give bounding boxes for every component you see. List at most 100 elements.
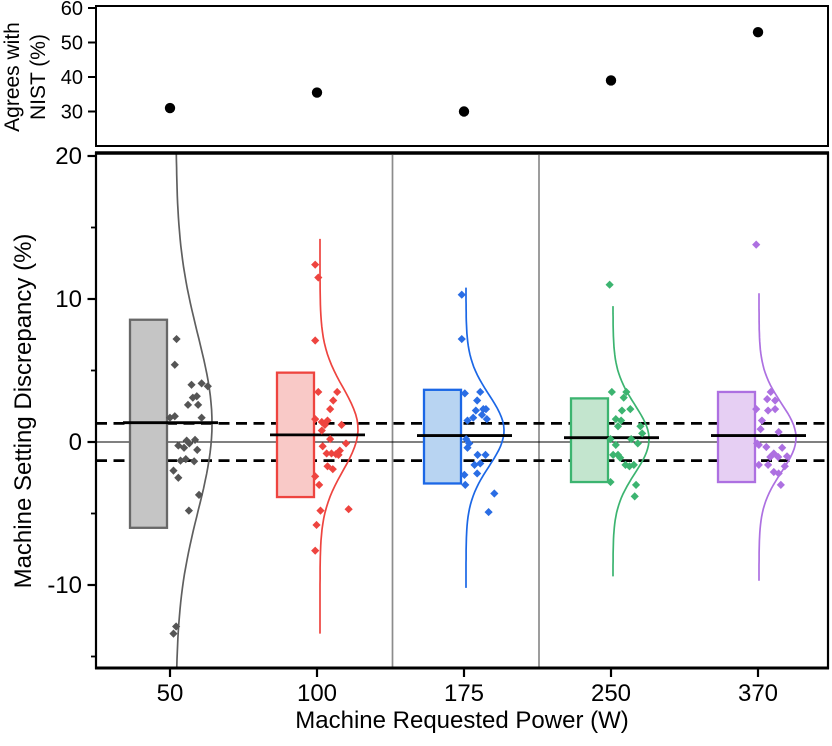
jitter-point-50 <box>190 457 199 466</box>
jitter-point-175 <box>463 416 472 425</box>
jitter-point-50 <box>172 622 181 631</box>
jitter-point-50 <box>172 334 181 344</box>
jitter-point-370 <box>757 416 767 425</box>
x-axis-label: Machine Requested Power (W) <box>295 707 629 734</box>
jitter-point-50 <box>165 413 175 422</box>
x-tick-label: 250 <box>591 680 631 707</box>
nist-point-175 <box>458 106 470 117</box>
box-bar-370 <box>716 390 757 484</box>
jitter-point-370 <box>756 425 765 434</box>
jitter-point-175 <box>469 413 478 422</box>
bottom-y-tick-label: 20 <box>55 143 82 170</box>
jitter-point-50 <box>169 466 178 475</box>
jitter-point-175 <box>463 443 472 452</box>
jitter-point-100 <box>334 450 343 459</box>
jitter-point-100 <box>315 480 324 489</box>
jitter-point-250 <box>607 387 616 397</box>
box-bar-250 <box>569 397 610 484</box>
jitter-point-250 <box>621 460 630 469</box>
jitter-point-50 <box>190 435 200 444</box>
jitter-point-250 <box>616 453 625 462</box>
nist-point-250 <box>605 75 617 86</box>
jitter-point-370 <box>754 460 763 469</box>
jitter-point-370 <box>771 405 780 414</box>
jitter-point-175 <box>471 406 480 415</box>
top-panel-frame <box>95 5 829 147</box>
jitter-point-370 <box>778 443 787 452</box>
jitter-point-100 <box>311 260 320 269</box>
jitter-point-100 <box>344 505 353 514</box>
violin-curve-50 <box>175 153 213 667</box>
jitter-point-250 <box>631 480 641 489</box>
jitter-point-175 <box>461 480 470 489</box>
jitter-point-175 <box>457 290 466 299</box>
jitter-point-370 <box>774 427 783 437</box>
violin-curve-370 <box>758 293 797 581</box>
top-y-tick-label: 60 <box>61 0 83 20</box>
jitter-point-370 <box>766 452 775 462</box>
jitter-point-250 <box>622 387 631 397</box>
jitter-point-50 <box>181 455 190 464</box>
jitter-point-370 <box>774 469 783 478</box>
jitter-point-370 <box>762 442 771 452</box>
jitter-point-50 <box>194 400 203 409</box>
jitter-point-50 <box>170 360 179 369</box>
jitter-point-175 <box>462 435 471 444</box>
jitter-point-175 <box>476 459 485 468</box>
jitter-point-250 <box>606 477 615 487</box>
jitter-point-175 <box>482 415 491 424</box>
jitter-point-175 <box>473 469 482 478</box>
jitter-point-250 <box>636 422 645 431</box>
jitter-point-50 <box>194 490 204 500</box>
jitter-point-175 <box>473 396 482 405</box>
jitter-point-370 <box>766 387 775 397</box>
jitter-point-175 <box>481 405 491 414</box>
jitter-point-250 <box>627 435 636 444</box>
nist-point-100 <box>311 87 323 98</box>
jitter-point-175 <box>481 450 490 459</box>
jitter-point-175 <box>473 450 482 459</box>
jitter-point-370 <box>769 467 778 477</box>
jitter-point-100 <box>333 387 342 397</box>
jitter-point-50 <box>203 382 212 391</box>
jitter-point-370 <box>774 452 783 462</box>
nist-point-50 <box>164 102 176 114</box>
jitter-point-250 <box>611 440 620 449</box>
jitter-point-50 <box>176 456 185 465</box>
jitter-point-100 <box>337 420 346 429</box>
jitter-point-175 <box>460 470 469 479</box>
jitter-point-100 <box>314 273 323 282</box>
jitter-point-370 <box>782 452 792 461</box>
jitter-point-250 <box>609 450 618 459</box>
jitter-point-175 <box>477 410 487 419</box>
jitter-point-250 <box>605 280 614 289</box>
jitter-point-100 <box>341 439 351 448</box>
top-y-tick-label: 40 <box>61 67 83 89</box>
top-y-tick-label: 30 <box>61 102 83 124</box>
jitter-point-100 <box>312 520 321 530</box>
jitter-point-100 <box>322 449 331 458</box>
jitter-point-370 <box>776 480 785 489</box>
jitter-point-175 <box>476 387 485 397</box>
bottom-y-tick-label: -10 <box>47 572 82 599</box>
jitter-point-50 <box>185 439 194 448</box>
jitter-point-250 <box>616 416 626 425</box>
jitter-point-175 <box>470 460 479 469</box>
jitter-point-370 <box>771 396 780 405</box>
jitter-point-250 <box>606 435 615 444</box>
x-tick-label: 50 <box>157 680 184 707</box>
jitter-point-100 <box>317 426 326 435</box>
jitter-point-250 <box>613 422 623 431</box>
jitter-point-250 <box>626 405 635 414</box>
jitter-point-250 <box>638 429 647 438</box>
jitter-point-370 <box>754 440 763 449</box>
bottom-y-tick-label: 10 <box>55 286 82 313</box>
top-y-tick-label: 50 <box>61 33 83 55</box>
x-tick-label: 175 <box>444 680 484 707</box>
jitter-point-175 <box>490 489 499 498</box>
jitter-point-370 <box>763 395 772 404</box>
jitter-point-370 <box>763 406 773 415</box>
jitter-point-50 <box>183 400 193 409</box>
